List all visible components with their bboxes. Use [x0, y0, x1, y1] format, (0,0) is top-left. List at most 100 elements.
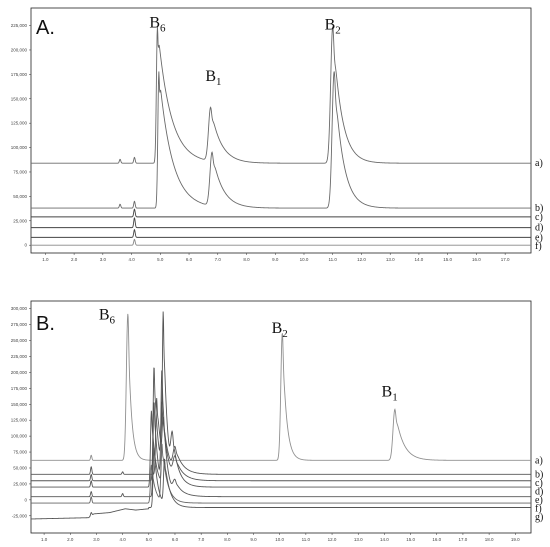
x-tick-label: 8.0	[243, 257, 250, 262]
panel-label: A.	[36, 17, 55, 39]
y-tick-label: 25,000	[13, 218, 27, 223]
peak-label-base: B	[149, 15, 160, 32]
x-tick-label: 3.0	[100, 257, 107, 262]
trace-label: c)	[535, 478, 543, 489]
trace-label: f)	[535, 241, 542, 252]
trace-line-f	[31, 442, 531, 504]
peak-label: B2	[325, 16, 341, 36]
y-tick-label: 200,000	[11, 370, 28, 375]
trace-label: a)	[535, 158, 543, 169]
x-tick-label: 16.0	[432, 537, 441, 542]
y-tick-label: 275,000	[11, 322, 28, 327]
x-tick-label: 17.0	[501, 257, 510, 262]
x-tick-label: 7.0	[198, 537, 205, 542]
x-tick-label: 13.0	[386, 257, 395, 262]
x-tick-label: 14.0	[380, 537, 389, 542]
y-tick-label: -25,000	[12, 513, 28, 518]
trace-label: d)	[535, 223, 543, 234]
trace-line-b	[31, 71, 531, 209]
x-tick-label: 16.0	[472, 257, 481, 262]
y-tick-label: 125,000	[11, 418, 28, 423]
peak-label: B1	[382, 384, 398, 404]
trace-label: f)	[535, 503, 542, 514]
trace-label: e)	[535, 232, 543, 243]
x-tick-label: 7.0	[215, 257, 222, 262]
x-tick-label: 9.0	[250, 537, 257, 542]
x-tick-label: 11.0	[329, 257, 338, 262]
y-tick-label: 225,000	[11, 354, 28, 359]
y-tick-label: 50,000	[13, 194, 27, 199]
peak-label-base: B	[382, 384, 393, 401]
chart-panel-b: -25,000 0 25,000 50,000 75,000 100,000 125,000…	[11, 300, 543, 542]
x-tick-label: 4.0	[119, 537, 126, 542]
trace-line-c	[31, 367, 531, 482]
peak-label-subscript: 2	[335, 24, 341, 36]
trace-label: e)	[535, 495, 543, 506]
x-tick-label: 5.0	[146, 537, 153, 542]
y-tick-label: 75,000	[13, 450, 27, 455]
x-tick-label: 6.0	[172, 537, 179, 542]
y-tick-label: 100,000	[11, 145, 28, 150]
y-tick-label: 25,000	[13, 481, 27, 486]
x-tick-label: 18.0	[485, 537, 494, 542]
y-tick-label: 175,000	[11, 386, 28, 391]
x-tick-label: 11.0	[302, 537, 311, 542]
y-tick-label: 50,000	[13, 465, 27, 470]
y-tick-label: 200,000	[11, 47, 28, 52]
x-tick-label: 9.0	[272, 257, 279, 262]
y-tick-label: 175,000	[11, 72, 28, 77]
x-tick-label: 8.0	[224, 537, 231, 542]
trace-label: c)	[535, 212, 543, 223]
x-tick-label: 15.0	[406, 537, 415, 542]
y-tick-label: 225,000	[11, 23, 28, 28]
panel-label: B.	[36, 313, 55, 335]
trace-line-c	[31, 208, 531, 218]
x-tick-label: 10.0	[300, 257, 309, 262]
x-tick-label: 10.0	[275, 537, 284, 542]
x-tick-label: 4.0	[128, 257, 135, 262]
peak-label: B6	[99, 306, 116, 326]
y-tick-label: 125,000	[11, 121, 28, 126]
x-tick-label: 5.0	[157, 257, 164, 262]
peak-label-subscript: 1	[392, 392, 398, 404]
y-tick-label: 250,000	[11, 338, 28, 343]
x-tick-label: 1.0	[42, 257, 49, 262]
x-tick-label: 6.0	[186, 257, 193, 262]
trace-line-d	[31, 217, 531, 229]
x-tick-label: 13.0	[354, 537, 363, 542]
x-tick-label: 2.0	[67, 537, 74, 542]
x-tick-label: 19.0	[511, 537, 520, 542]
trace-label: d)	[535, 486, 543, 497]
trace-label: g)	[535, 512, 543, 523]
peak-label-subscript: 1	[216, 76, 222, 88]
trace-line-b	[31, 397, 531, 475]
chart-panel-a: 0 25,000 50,000 75,000 100,000 125,000 150,000…	[11, 7, 543, 262]
trace-line-a	[31, 26, 531, 164]
y-tick-label: 300,000	[11, 306, 28, 311]
trace-line-d	[31, 311, 531, 488]
peak-label-subscript: 6	[160, 23, 166, 35]
x-tick-label: 12.0	[328, 537, 337, 542]
x-tick-label: 1.0	[41, 537, 48, 542]
y-tick-label: 0	[24, 497, 27, 502]
peak-label: B2	[272, 320, 288, 340]
trace-label: a)	[535, 455, 543, 466]
trace-line-e	[31, 228, 531, 238]
trace-line-f	[31, 238, 531, 246]
x-tick-label: 17.0	[459, 537, 468, 542]
y-tick-label: 150,000	[11, 402, 28, 407]
trace-label: b)	[535, 469, 543, 480]
peak-label-subscript: 6	[110, 314, 116, 326]
trace-line-e	[31, 370, 531, 498]
peak-label-base: B	[205, 68, 216, 85]
peak-label-base: B	[99, 306, 110, 323]
x-tick-label: 3.0	[93, 537, 100, 542]
plot-frame	[30, 7, 532, 254]
x-tick-label: 2.0	[71, 257, 78, 262]
x-tick-label: 15.0	[443, 257, 452, 262]
peak-label: B6	[149, 15, 166, 35]
peak-label-base: B	[325, 16, 336, 33]
trace-label: b)	[535, 203, 543, 214]
y-tick-label: 75,000	[13, 169, 27, 174]
